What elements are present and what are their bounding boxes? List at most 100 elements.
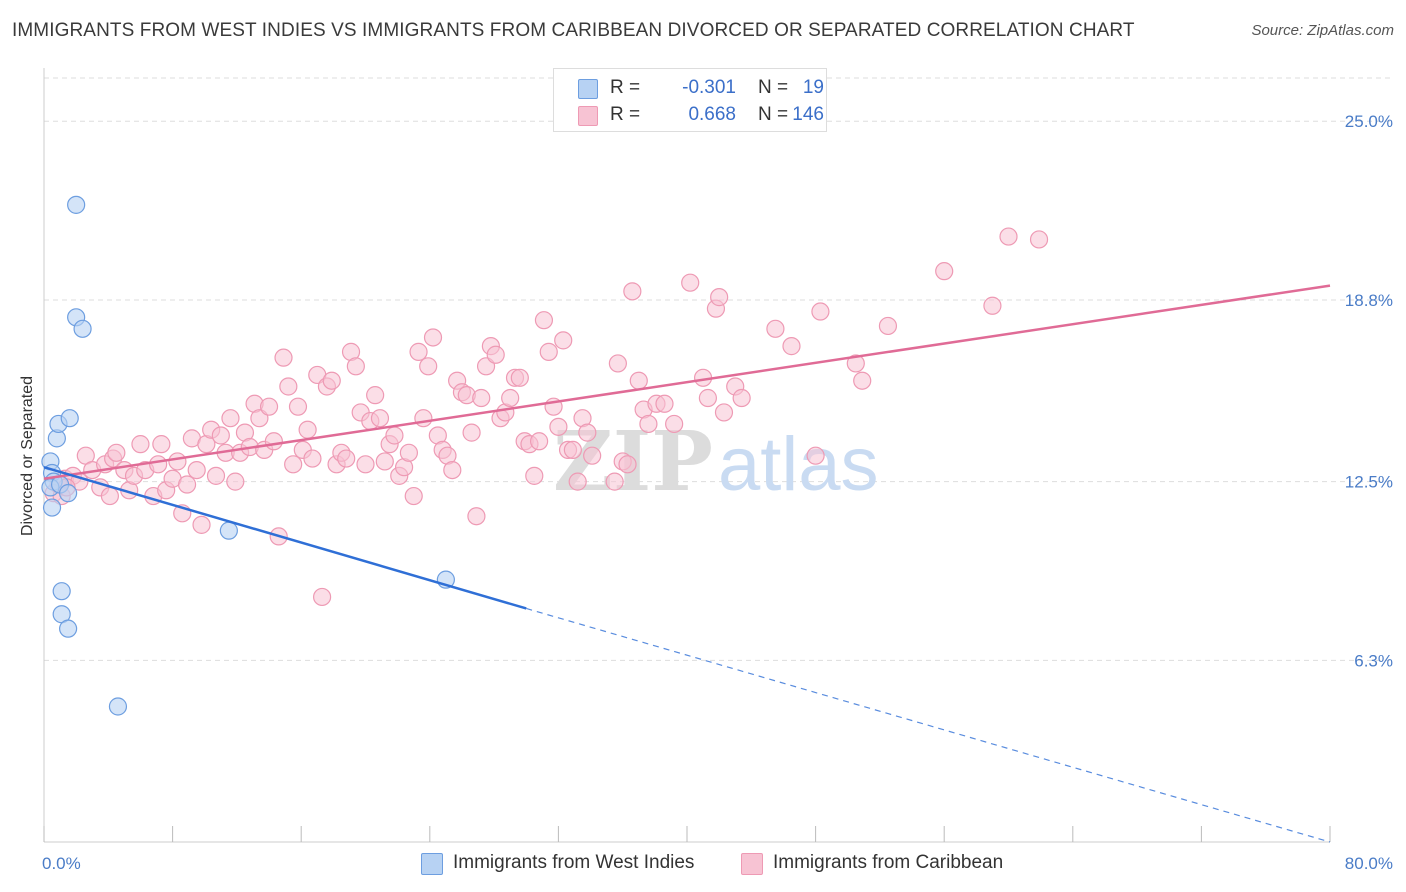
data-point-caribbean [414,409,433,428]
data-point-caribbean [107,443,126,462]
data-point-caribbean [409,342,428,361]
data-point-caribbean [187,460,206,480]
data-point-caribbean [206,466,226,485]
data-point-caribbean [312,587,332,607]
chart-title: IMMIGRANTS FROM WEST INDIES VS IMMIGRANT… [12,20,1135,41]
data-point-caribbean [346,357,365,376]
legend-n-label: N = [758,77,789,98]
data-point-caribbean [419,357,438,376]
x-tick-label: 0.0% [42,854,81,873]
data-point-west-indies [73,319,92,338]
data-point-west-indies [52,582,71,601]
tick-labels: 6.3% 12.5% 18.8% 25.0% 0.0% 80.0% [42,112,1393,873]
legend-n-value: 19 [802,77,824,98]
data-point-caribbean [811,302,830,321]
data-point-caribbean [149,455,168,474]
data-point-caribbean [284,455,303,474]
data-point-caribbean [983,296,1002,315]
y-tick-label: 6.3% [1354,651,1393,670]
data-point-caribbean [211,426,230,445]
data-point-caribbean [681,273,700,292]
legend-swatch-blue [421,853,443,875]
x-tick-label: 80.0% [1345,854,1393,873]
data-point-caribbean [100,486,120,506]
data-point-caribbean [226,472,245,491]
trend-line-west-indies-extrapolated [526,607,1331,843]
watermark-atlas: atlas [718,422,879,507]
legend-r-value: -0.301 [682,77,736,98]
watermark: ZIP atlas [553,414,879,510]
data-point-caribbean [279,377,298,396]
grid-lines [44,77,1390,661]
data-point-caribbean [629,371,648,390]
data-point-caribbean [221,409,240,428]
data-point-west-indies [60,409,79,428]
legend-swatch-pink [741,853,763,875]
data-point-caribbean [366,386,385,405]
legend-series-name: Immigrants from West Indies [453,852,695,873]
series-west-indies-points [41,195,455,716]
data-point-caribbean [356,455,375,474]
data-point-caribbean [298,420,317,439]
data-point-caribbean [472,388,491,408]
data-point-west-indies [59,619,78,638]
legend-swatch-pink [578,106,598,126]
data-point-caribbean [568,472,587,491]
data-point-caribbean [530,432,549,451]
data-point-caribbean [322,371,341,390]
data-point-caribbean [404,486,423,506]
data-point-caribbean [168,452,187,471]
data-point-caribbean [152,435,171,454]
data-point-west-indies [42,498,62,517]
data-point-caribbean [131,435,150,454]
data-point-caribbean [608,354,627,373]
data-point-caribbean [303,449,322,468]
data-point-caribbean [766,319,785,338]
data-point-caribbean [605,472,624,491]
data-point-caribbean [370,409,390,428]
data-point-caribbean [337,449,356,468]
data-point-caribbean [732,388,751,408]
correlation-legend: R = -0.301 N = 19 R = 0.668 N = 146 [553,68,827,132]
data-point-west-indies [219,521,238,540]
data-point-caribbean [583,446,602,465]
y-tick-label: 18.8% [1345,291,1393,310]
y-tick-label: 12.5% [1345,473,1393,492]
legend-r-label: R = [610,77,641,98]
data-point-caribbean [192,515,211,534]
data-point-caribbean [501,388,520,408]
data-point-caribbean [539,342,558,361]
data-point-west-indies [108,697,128,716]
trend-line-caribbean [43,284,1331,480]
data-point-caribbean [274,348,293,367]
data-point-caribbean [623,282,642,301]
axes [43,68,1331,843]
data-point-caribbean [846,354,865,373]
data-point-caribbean [534,311,554,330]
legend-swatch-blue [578,79,598,99]
data-point-caribbean [999,227,1018,246]
data-point-caribbean [549,417,568,436]
data-point-caribbean [510,368,529,387]
data-point-caribbean [714,403,734,422]
data-point-caribbean [554,331,573,350]
data-point-west-indies [59,484,78,503]
data-point-caribbean [1029,230,1049,249]
data-point-caribbean [935,262,954,281]
data-point-caribbean [878,316,898,336]
data-point-caribbean [853,371,872,390]
data-point-caribbean [486,345,505,364]
data-point-caribbean [467,507,486,526]
data-point-caribbean [806,446,825,465]
data-point-west-indies [67,195,86,214]
legend-r-value: 0.668 [688,104,736,125]
data-point-caribbean [698,388,717,408]
data-point-caribbean [639,414,658,434]
data-point-caribbean [177,475,197,494]
data-point-caribbean [462,423,481,442]
data-point-caribbean [782,337,801,356]
trend-line-west-indies [43,466,527,610]
data-point-caribbean [710,288,729,307]
y-tick-label: 25.0% [1345,112,1393,131]
